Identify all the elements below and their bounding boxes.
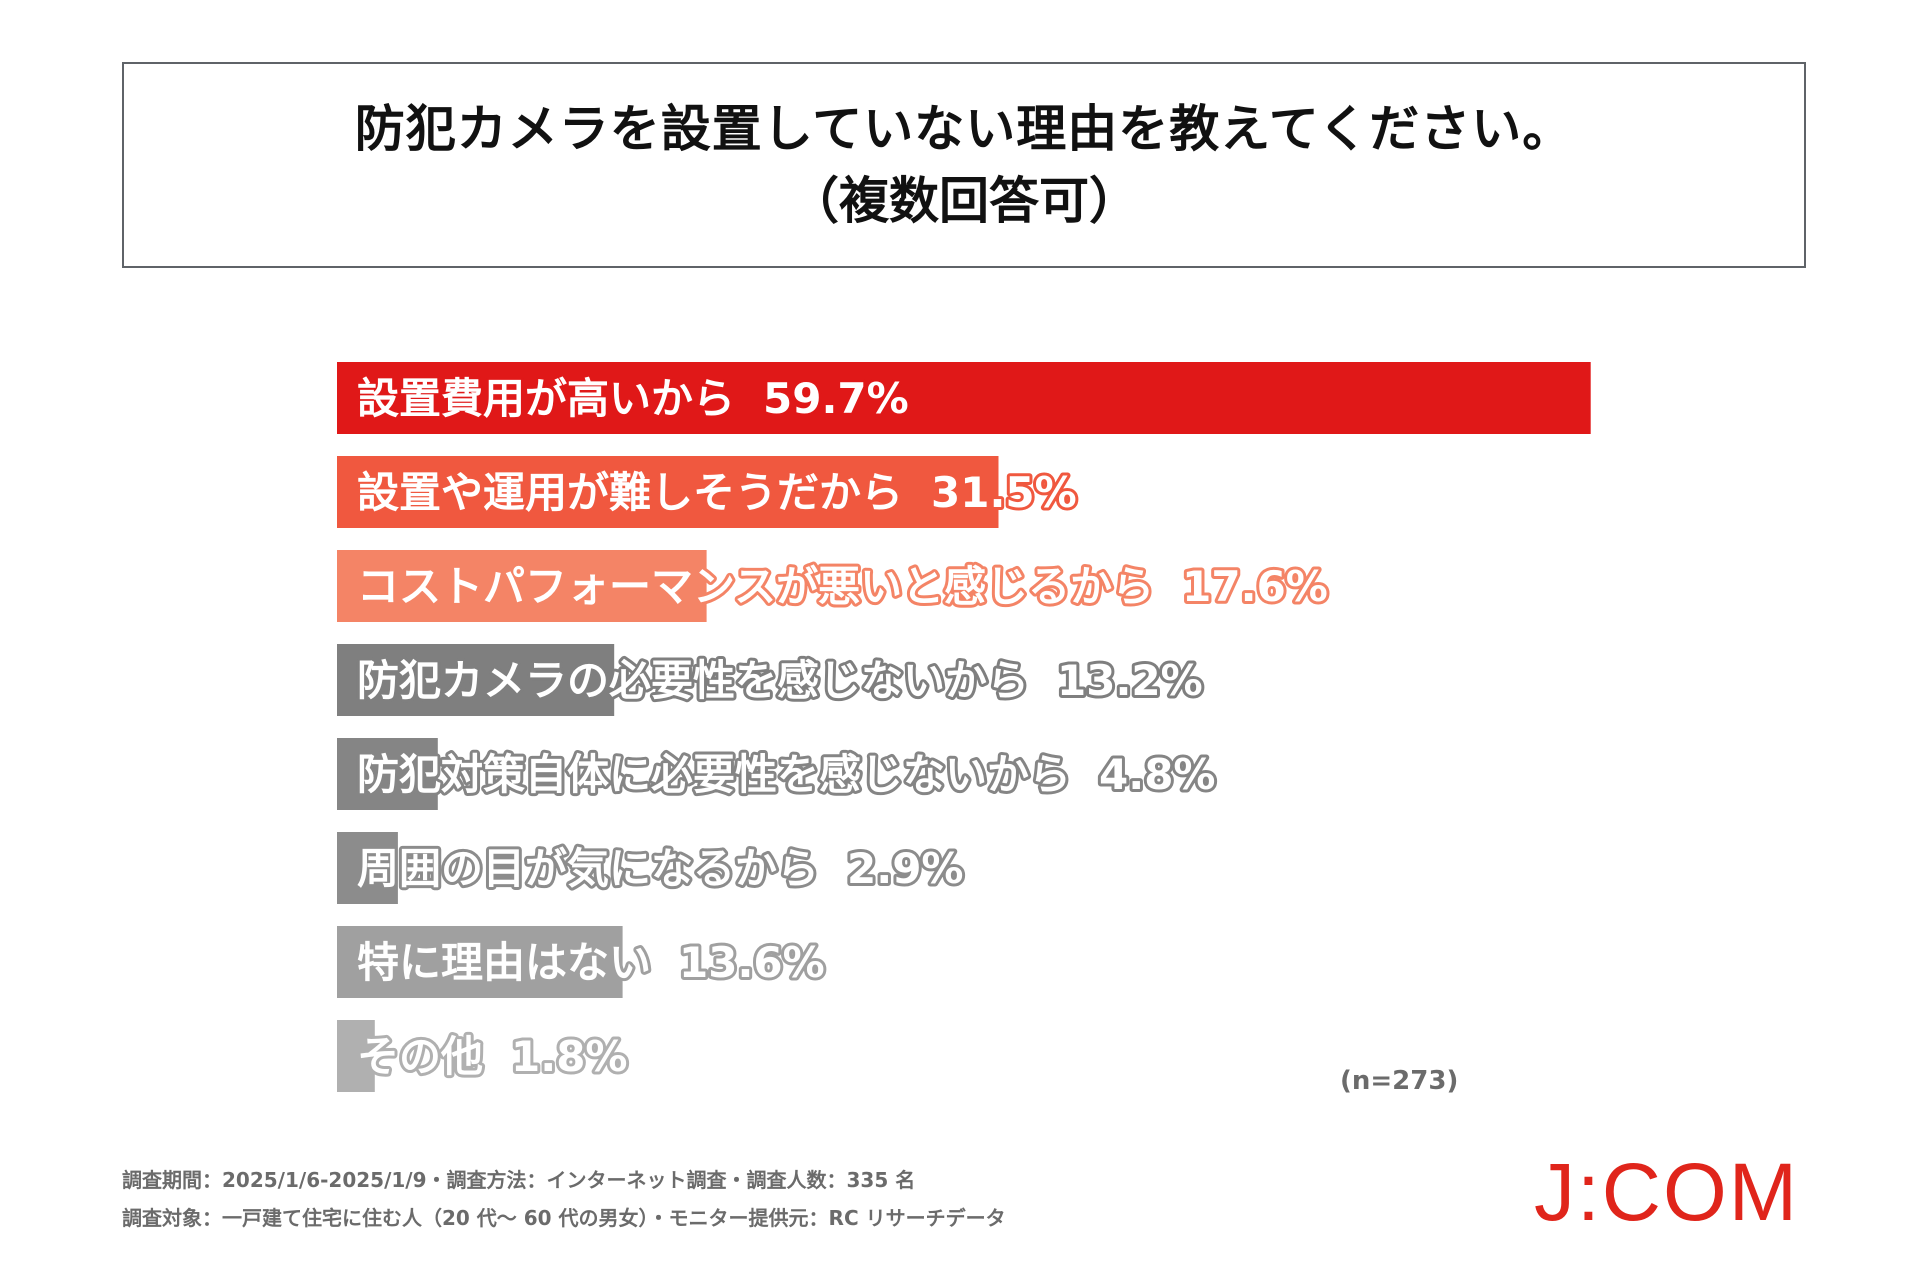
value-label: 13.2% [1057, 656, 1203, 705]
bar-4 [337, 644, 615, 716]
survey-footnote-target: 調査対象：一戸建て住宅に住む人（20 代～ 60 代の男女）・モニター提供元：R… [122, 1206, 1006, 1230]
value-label: 17.6% [1182, 562, 1328, 611]
survey-footnote-period: 調査期間：2025/1/6-2025/1/9・調査方法：インターネット調査・調査… [122, 1168, 916, 1192]
category-label: 設置や運用が難しそうだから [357, 468, 903, 517]
bar-8 [337, 1020, 375, 1092]
value-label: 2.9% [847, 844, 963, 893]
category-label: コストパフォーマンスが悪いと感じるから [357, 562, 1154, 611]
bar-5 [337, 738, 438, 810]
category-label: 防犯カメラの必要性を感じないから [357, 656, 1029, 705]
category-label: 防犯対策自体に必要性を感じないから [357, 750, 1071, 799]
bar-7 [337, 926, 623, 998]
category-label: 周囲の目が気になるから [357, 844, 819, 893]
bar-label-3: コストパフォーマンスが悪いと感じるから 17.6% [357, 562, 1328, 611]
logo-text: J:COM [1534, 1147, 1799, 1238]
bar-label-2: 設置や運用が難しそうだから 31.5% [357, 468, 1077, 517]
page-title: 防犯カメラを設置していない理由を教えてください。 [354, 100, 1574, 158]
value-label: 1.8% [511, 1032, 627, 1081]
category-label: 特に理由はない [357, 938, 651, 987]
jcom-logo: J:COM [1534, 1147, 1799, 1238]
sample-size-label: (n=273) [1340, 1066, 1459, 1096]
bar-label-5: 防犯対策自体に必要性を感じないから 4.8% [357, 750, 1216, 799]
bar-1 [337, 362, 1591, 434]
title-box: 防犯カメラを設置していない理由を教えてください。 （複数回答可） [122, 62, 1806, 268]
page-subtitle: （複数回答可） [789, 172, 1139, 230]
bar-2 [337, 456, 999, 528]
bar-6 [337, 832, 398, 904]
bar-label-7: 特に理由はない 13.6% [357, 938, 825, 987]
value-label: 59.7% [763, 374, 909, 423]
category-label: 設置費用が高いから [357, 374, 735, 423]
value-label: 13.6% [679, 938, 825, 987]
bar-label-1: 設置費用が高いから 59.7% [357, 374, 909, 423]
category-label: その他 [357, 1032, 483, 1081]
bar-label-6: 周囲の目が気になるから 2.9% [357, 844, 964, 893]
bar-3 [337, 550, 707, 622]
value-label: 4.8% [1099, 750, 1215, 799]
bar-label-8: その他 1.8% [357, 1032, 628, 1081]
bar-label-4: 防犯カメラの必要性を感じないから 13.2% [357, 656, 1203, 705]
value-label: 31.5% [931, 468, 1077, 517]
